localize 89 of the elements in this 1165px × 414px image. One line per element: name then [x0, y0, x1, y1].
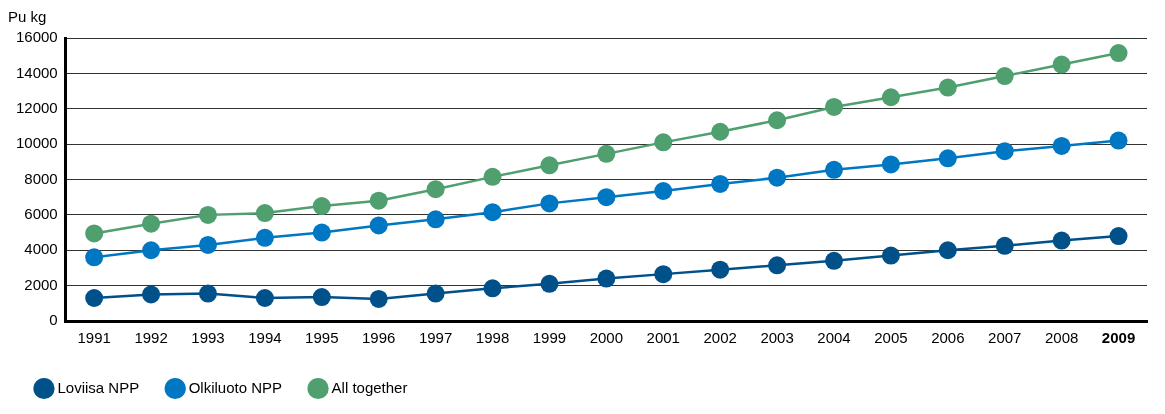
point: [369, 289, 388, 308]
point: [483, 167, 502, 186]
y-tick-label: 10000: [15, 134, 58, 152]
point: [825, 251, 843, 270]
point: [881, 88, 900, 107]
point: [768, 168, 787, 187]
x-tick-label: 1999: [532, 329, 567, 347]
point: [938, 78, 957, 97]
point: [995, 142, 1014, 161]
point: [711, 260, 730, 279]
point: [938, 149, 957, 168]
x-tick-label: 2004: [817, 329, 851, 347]
point: [654, 133, 673, 152]
point: [597, 269, 616, 288]
point: [540, 194, 559, 213]
point: [768, 111, 787, 130]
y-tick-label: 4000: [24, 240, 58, 258]
point: [255, 289, 274, 308]
point: [1052, 55, 1071, 74]
point: [1052, 136, 1071, 155]
legend-label: Loviisa NPP: [57, 378, 140, 396]
point: [426, 210, 445, 229]
y-tick-label: 0: [49, 311, 58, 329]
point: [312, 197, 331, 216]
y-tick-label: 14000: [15, 63, 58, 81]
x-tick-label: 2009: [1101, 329, 1136, 347]
point: [654, 182, 673, 200]
point: [1109, 227, 1128, 246]
point: [85, 224, 104, 243]
point: [995, 67, 1014, 86]
x-tick-label: 1991: [77, 329, 111, 347]
point: [483, 279, 502, 298]
point: [85, 289, 104, 308]
point: [881, 155, 900, 174]
point: [540, 274, 559, 293]
x-tick-label: 1997: [418, 329, 453, 347]
point: [597, 144, 616, 163]
x-tick-label: 2003: [760, 329, 794, 347]
point: [483, 203, 502, 222]
point: [768, 256, 787, 275]
y-tick-label: 12000: [15, 98, 58, 116]
point: [426, 180, 445, 199]
point: [825, 97, 843, 116]
x-tick-label: 2001: [646, 329, 680, 347]
x-tick-label: 2000: [589, 329, 624, 347]
legend-label: Olkiluoto NPP: [188, 378, 283, 396]
point: [312, 223, 331, 242]
point: [426, 284, 445, 303]
point: [711, 122, 730, 141]
x-tick-label: 2005: [874, 329, 908, 347]
point: [369, 216, 388, 235]
x-tick-label: 2006: [931, 329, 965, 347]
point: [142, 214, 161, 233]
point: [711, 174, 730, 193]
y-tick-label: 2000: [24, 275, 58, 293]
point: [597, 188, 616, 207]
point: [198, 205, 217, 224]
x-tick-label: 2002: [703, 329, 737, 347]
point: [142, 285, 161, 304]
point: [938, 241, 957, 260]
point: [369, 191, 388, 210]
point: [198, 235, 217, 254]
point: [198, 284, 217, 303]
x-tick-label: 1996: [362, 329, 396, 347]
point: [142, 241, 161, 260]
point: [825, 160, 843, 179]
point: [540, 156, 559, 175]
point: [255, 204, 274, 223]
y-tick-label: 16000: [15, 28, 58, 46]
point: [881, 246, 900, 265]
point: [1052, 231, 1071, 250]
x-tick-label: 1992: [134, 329, 168, 347]
point: [1109, 131, 1128, 150]
point: [255, 228, 274, 247]
point: [1109, 44, 1128, 63]
y-axis-title: Pu kg: [8, 7, 47, 25]
x-tick-label: 1994: [248, 329, 282, 347]
x-tick-label: 1993: [191, 329, 225, 347]
point: [995, 236, 1014, 255]
point: [654, 265, 673, 284]
x-tick-label: 1995: [305, 329, 339, 347]
x-tick-label: 2007: [988, 329, 1022, 347]
point: [312, 288, 331, 307]
x-tick-label: 2008: [1044, 329, 1079, 347]
point: [85, 248, 104, 267]
y-tick-label: 8000: [24, 169, 58, 187]
y-tick-label: 6000: [24, 205, 58, 223]
x-tick-label: 1998: [475, 329, 510, 347]
legend-label: All together: [331, 378, 408, 396]
